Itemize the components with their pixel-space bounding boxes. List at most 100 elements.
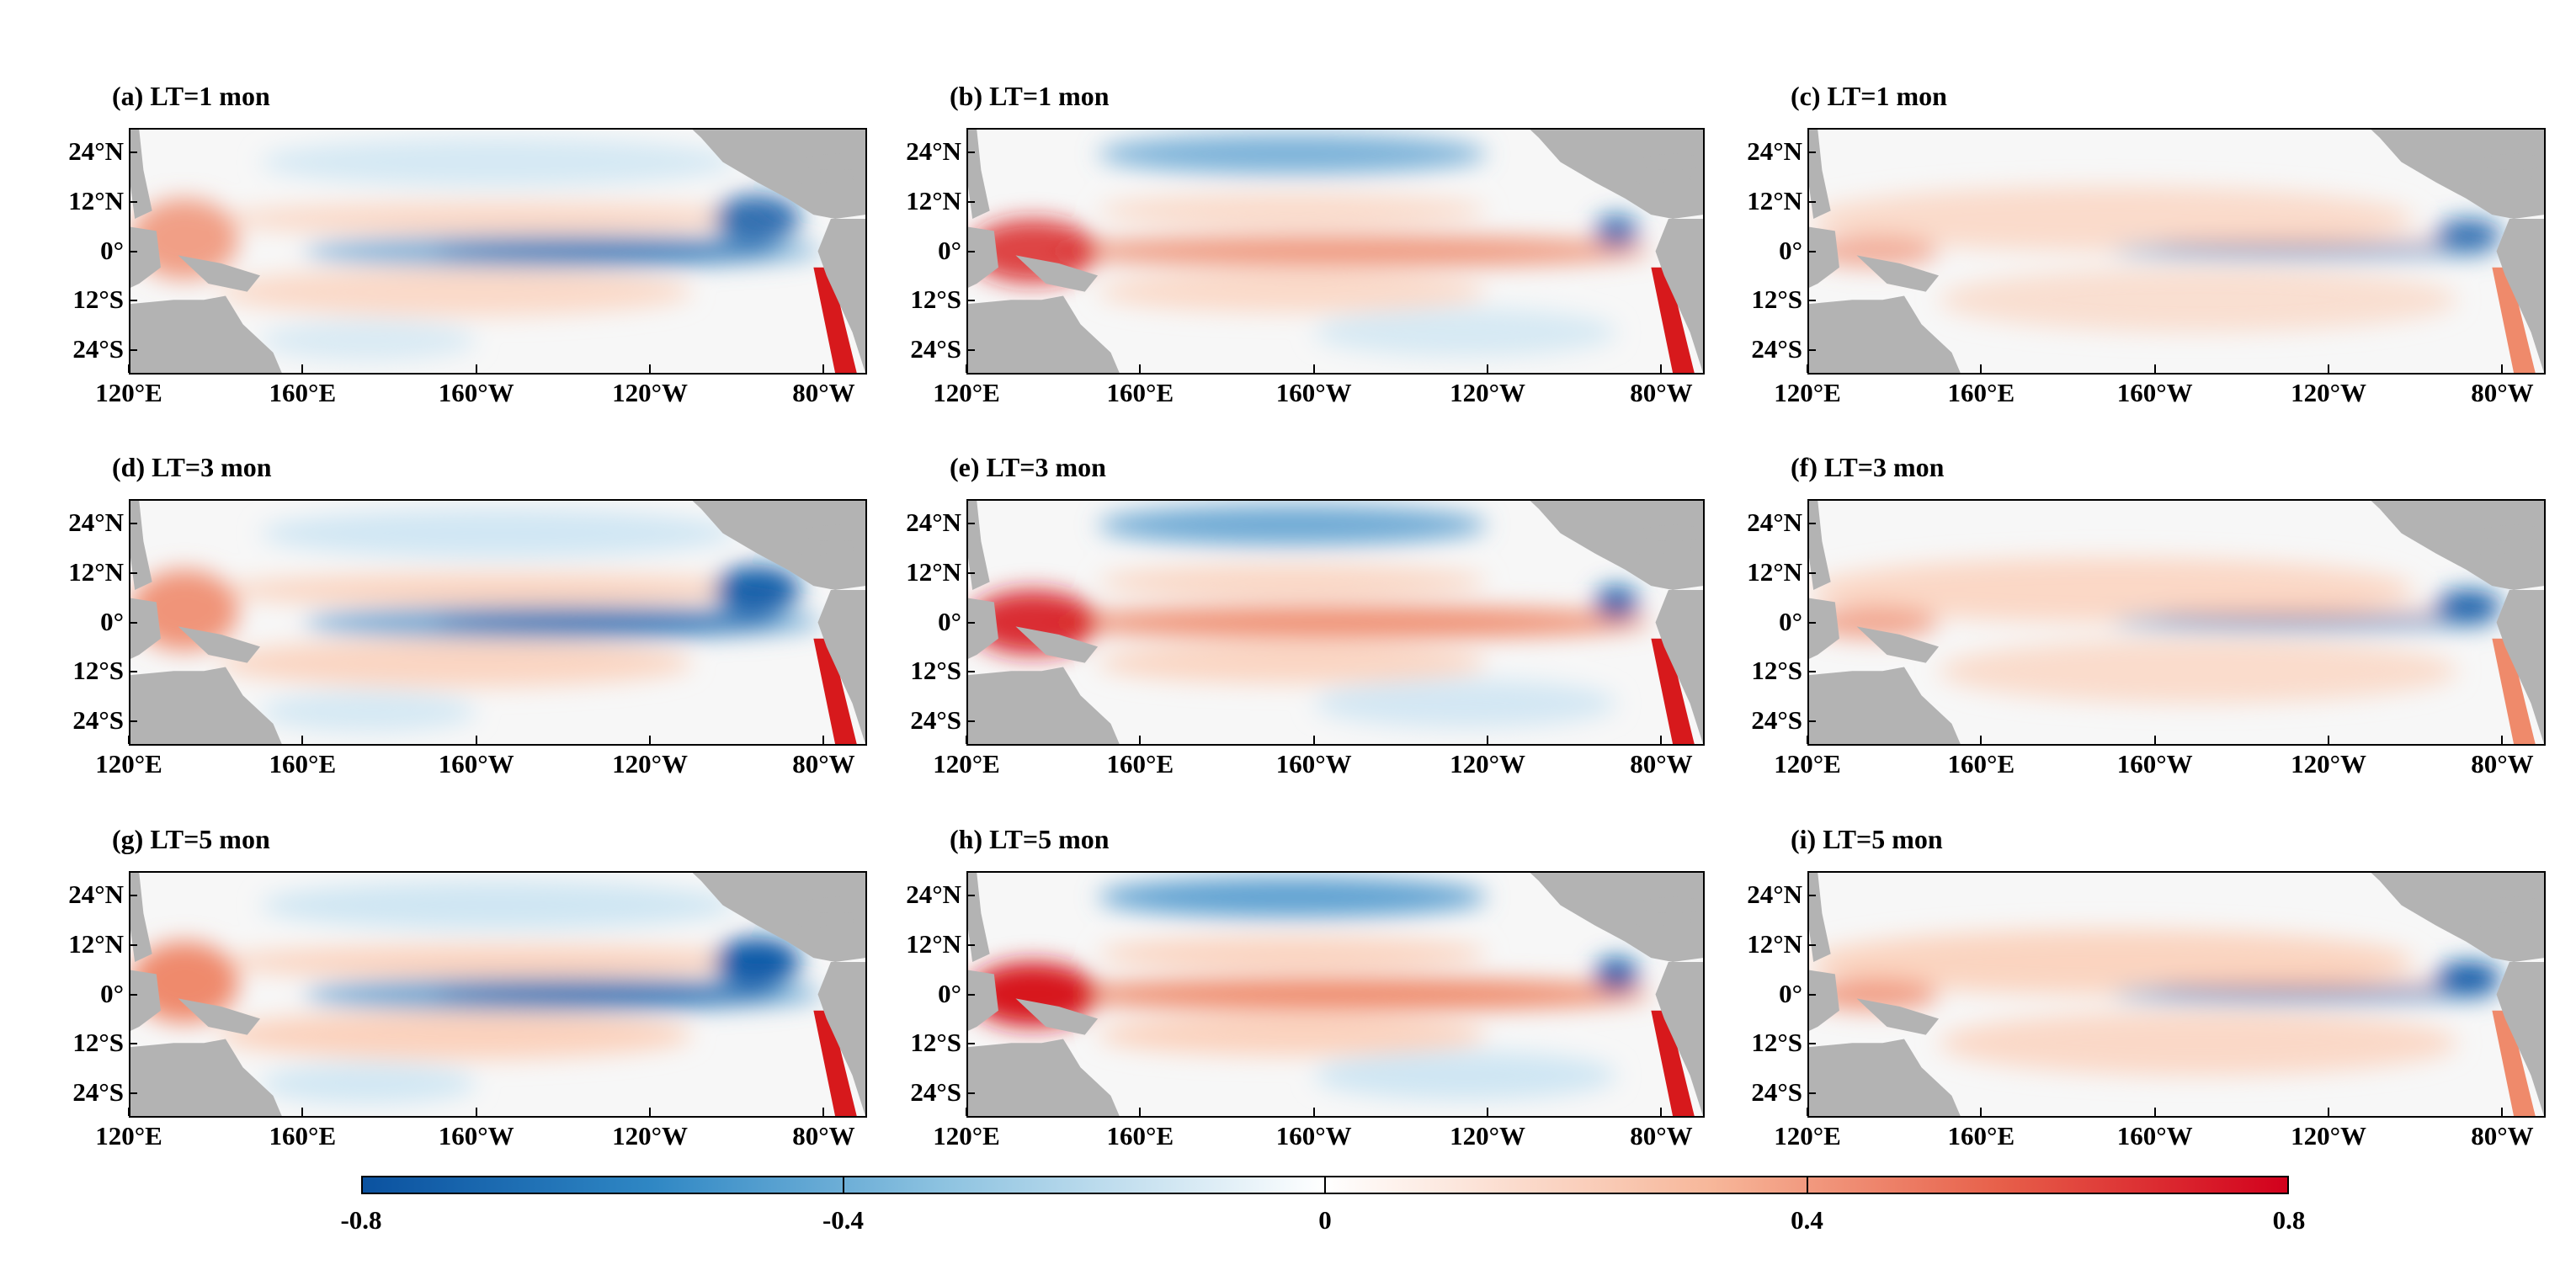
anomaly-field <box>968 504 1652 728</box>
lat-tick-label: 24°N <box>68 507 124 538</box>
lat-tick-mark <box>1807 993 1816 996</box>
panel-title: (e) LT=3 mon <box>950 452 1106 482</box>
lat-tick-mark <box>966 720 975 722</box>
lon-tick-mark <box>1312 1108 1315 1116</box>
lat-tick-label: 24°N <box>68 136 124 167</box>
lat-tick-mark <box>1807 943 1816 946</box>
lat-tick-mark <box>129 1043 137 1045</box>
lat-tick-mark <box>966 348 975 351</box>
coastal-anomaly-south <box>1651 638 1695 744</box>
land-caribbean-2 <box>1633 172 1669 185</box>
lat-tick-mark <box>129 151 137 154</box>
lon-tick-mark <box>301 1108 304 1116</box>
lon-tick-label: 80°W <box>792 378 855 407</box>
lon-tick-label: 120°W <box>612 1121 688 1150</box>
lat-tick-mark <box>129 895 137 897</box>
lat-tick-mark <box>1807 1043 1816 1045</box>
lat-tick-label: 24°S <box>1751 333 1802 364</box>
map-frame <box>966 871 1705 1118</box>
lat-tick-mark <box>1807 151 1816 154</box>
anomaly-band-6 <box>260 137 736 187</box>
lon-tick-label: 120°E <box>933 749 1000 778</box>
lat-tick-label: 12°N <box>68 556 124 587</box>
anomaly-field <box>1809 557 2501 704</box>
lon-tick-mark <box>649 1108 652 1116</box>
lon-tick-label: 120°W <box>2291 749 2366 778</box>
land-australia <box>130 667 282 744</box>
lon-tick-label: 160°W <box>438 1121 514 1150</box>
anomaly-band-1 <box>1809 929 2414 995</box>
lat-tick-mark <box>1807 250 1816 252</box>
map-plot <box>968 873 1703 1116</box>
lat-tick-label: 24°N <box>68 879 124 910</box>
lon-tick-mark <box>1487 736 1489 744</box>
anomaly-band-1 <box>1809 186 2414 252</box>
lat-tick-mark <box>129 300 137 302</box>
coastal-anomaly-south <box>2492 1010 2536 1116</box>
lat-tick-mark <box>966 895 975 897</box>
anomaly-band-6 <box>1313 678 1617 728</box>
colorbar-tick-mark <box>1806 1176 1808 1194</box>
map-frame <box>1807 871 2546 1118</box>
lat-tick-label: 0° <box>1779 606 1802 636</box>
lon-tick-mark <box>1139 364 1142 373</box>
lon-tick-mark <box>2153 1108 2156 1116</box>
land-north-america <box>2371 873 2544 962</box>
lon-tick-mark <box>2153 364 2156 373</box>
lon-tick-label: 120°E <box>933 1121 1000 1150</box>
lat-tick-label: 0° <box>100 978 124 1008</box>
lat-tick-label: 12°S <box>72 284 124 315</box>
lon-tick-mark <box>966 364 967 373</box>
lon-tick-label: 80°W <box>792 749 855 778</box>
anomaly-band-5 <box>2435 218 2501 252</box>
anomaly-band-7 <box>1594 586 1638 619</box>
colorbar-tick-mark <box>1324 1176 1326 1194</box>
land-caribbean-3 <box>2531 545 2544 554</box>
anomaly-band-8 <box>260 691 476 732</box>
land-indonesia <box>130 598 161 659</box>
lon-tick-mark <box>2328 1108 2330 1116</box>
land-south-america <box>2496 218 2544 373</box>
lon-tick-label: 160°E <box>1106 378 1174 407</box>
land-australia <box>1809 295 1961 373</box>
land-caribbean-3 <box>2531 173 2544 183</box>
lon-tick-label: 120°W <box>1450 749 1525 778</box>
lat-tick-label: 12°S <box>910 656 961 686</box>
lat-tick-mark <box>1807 621 1816 624</box>
lat-tick-label: 24°S <box>1751 704 1802 735</box>
land-south-america <box>2496 589 2544 744</box>
lon-tick-label: 120°E <box>933 378 1000 407</box>
land-caribbean-2 <box>2474 172 2509 185</box>
lon-tick-label: 160°E <box>1947 1121 2015 1150</box>
anomaly-band-3 <box>2111 614 2501 631</box>
coastal-anomaly-south <box>1651 267 1695 373</box>
land-caribbean-2 <box>2474 543 2509 556</box>
anomaly-band-4 <box>216 267 693 316</box>
land-australia <box>130 1039 282 1116</box>
anomaly-band-6 <box>1313 307 1617 357</box>
anomaly-field <box>130 137 822 361</box>
anomaly-band-3 <box>2111 986 2501 1003</box>
lon-tick-label: 160°E <box>269 378 337 407</box>
lon-tick-label: 120°W <box>612 378 688 407</box>
lat-tick-mark <box>1807 571 1816 574</box>
lon-tick-mark <box>1487 364 1489 373</box>
lon-tick-mark <box>822 364 825 373</box>
lon-tick-mark <box>1312 364 1315 373</box>
lat-tick-label: 24°S <box>910 704 961 735</box>
lon-tick-label: 80°W <box>2471 749 2534 778</box>
anomaly-field <box>1809 929 2501 1076</box>
land-south-america <box>2496 961 2544 1116</box>
lon-tick-label: 120°W <box>2291 1121 2366 1150</box>
anomaly-band-6 <box>1809 978 1940 1011</box>
land-caribbean-1 <box>800 896 865 914</box>
land-new-guinea <box>1856 255 1940 292</box>
land-new-guinea <box>178 255 261 292</box>
land-indonesia <box>1809 598 1839 659</box>
lat-tick-label: 24°S <box>1751 1076 1802 1107</box>
land-caribbean-2 <box>1633 543 1669 556</box>
lon-tick-mark <box>1807 1108 1808 1116</box>
lat-tick-mark <box>129 523 137 525</box>
lon-tick-mark <box>1807 364 1808 373</box>
coastal-anomaly-south <box>813 1010 857 1116</box>
